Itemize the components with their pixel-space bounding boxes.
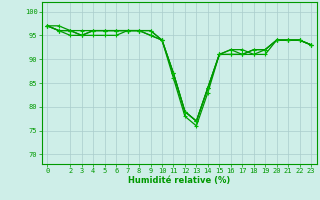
X-axis label: Humidité relative (%): Humidité relative (%) bbox=[128, 176, 230, 185]
